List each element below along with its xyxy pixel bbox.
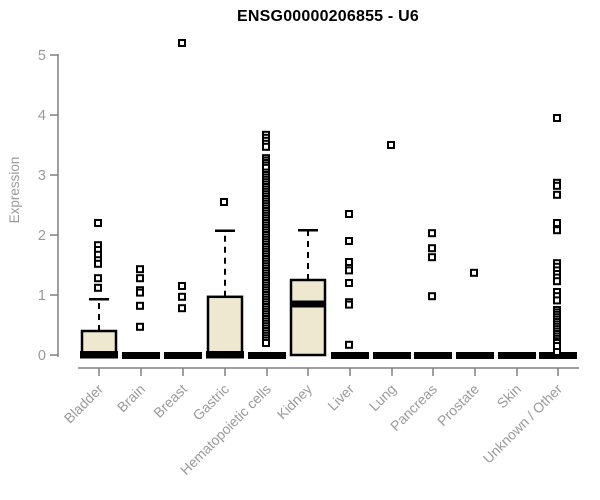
outlier-bladder <box>94 283 102 292</box>
flat-box-pancreas <box>414 352 452 359</box>
outlier-unknown-other <box>553 114 561 122</box>
outlier-brain <box>136 301 144 310</box>
x-tick-label-liver: Liver <box>324 381 357 414</box>
outlier-brain <box>136 274 144 283</box>
y-axis-title: Expression <box>7 157 22 224</box>
outlier-hematopoietic-cells <box>262 339 270 347</box>
flat-box-breast <box>164 352 202 359</box>
outlier-unknown-other <box>553 181 561 190</box>
x-tick-label-breast: Breast <box>150 381 190 421</box>
outlier-bladder <box>94 219 102 227</box>
outlier-unknown-other <box>553 190 561 199</box>
outlier-liver <box>345 300 353 309</box>
y-tick-label: 0 <box>38 348 46 364</box>
median-bladder <box>80 351 118 359</box>
median-gastric <box>206 351 244 359</box>
box-kidney <box>289 278 327 357</box>
outlier-liver <box>345 279 353 287</box>
outlier-liver <box>345 237 353 245</box>
outlier-brain <box>136 288 144 297</box>
outlier-brain <box>136 265 144 274</box>
y-tick-label: 3 <box>38 168 46 184</box>
outlier-unknown-other <box>553 226 561 235</box>
x-tick-label-kidney: Kidney <box>274 381 316 423</box>
outlier-hematopoietic-cells <box>262 142 270 151</box>
outlier-bladder <box>94 259 102 268</box>
outlier-gastric <box>220 198 228 206</box>
y-tick-label: 1 <box>38 288 46 304</box>
median-kidney <box>291 300 325 308</box>
outlier-brain <box>136 322 144 331</box>
outlier-bladder <box>94 274 102 283</box>
outlier-pancreas <box>428 229 436 238</box>
outlier-breast <box>178 39 186 47</box>
outlier-breast <box>178 292 186 301</box>
outlier-liver <box>345 266 353 275</box>
chart-title: ENSG00000206855 - U6 <box>237 8 419 25</box>
outlier-liver <box>345 210 353 218</box>
outlier-unknown-other <box>553 219 561 227</box>
y-tick-label: 5 <box>38 48 46 64</box>
flat-box-liver <box>331 352 369 359</box>
outlier-unknown-other <box>553 348 561 356</box>
y-tick-label: 4 <box>38 108 46 124</box>
outlier-pancreas <box>428 244 436 253</box>
flat-box-lung <box>373 352 411 359</box>
y-tick-label: 2 <box>38 228 46 244</box>
x-tick-label-lung: Lung <box>366 381 399 414</box>
outlier-unknown-other <box>553 277 561 286</box>
flat-box-prostate <box>456 352 494 359</box>
flat-box-hematopoietic-cells <box>248 352 286 359</box>
flat-box-skin <box>498 352 536 359</box>
x-tick-label-bladder: Bladder <box>61 381 107 427</box>
outlier-unknown-other <box>553 296 561 305</box>
outlier-breast <box>178 304 186 313</box>
outlier-prostate <box>470 268 478 277</box>
outlier-lung <box>387 141 395 149</box>
x-tick-label-skin: Skin <box>494 381 525 412</box>
outlier-pancreas <box>428 292 436 301</box>
box-gastric <box>206 295 244 357</box>
x-tick-label-brain: Brain <box>114 381 148 415</box>
outlier-liver <box>345 340 353 349</box>
outlier-pancreas <box>428 253 436 262</box>
flat-box-brain <box>122 352 160 359</box>
outlier-breast <box>178 282 186 290</box>
x-tick-label-prostate: Prostate <box>434 381 482 429</box>
